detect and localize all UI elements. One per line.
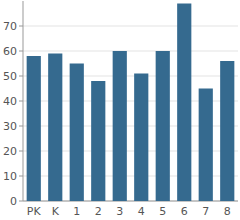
tick-mark [19,201,23,202]
category-label: 2 [95,205,102,218]
category-label: PK [27,205,42,218]
tick-mark [19,51,23,52]
tick-mark [19,176,23,177]
category-label: 7 [202,205,209,218]
category-label: 5 [159,205,166,218]
chart: 0 10 20 30 40 50 60 70 PK K1 2 3 4 5 6 7 8 [0,0,240,220]
tick-mark [19,76,23,77]
tick-label: 30 [3,120,17,133]
category-label: 6 [181,205,188,218]
tick-label: 60 [3,45,17,58]
bar [177,4,191,202]
tick-label: 0 [10,195,17,208]
tick-mark [19,101,23,102]
y-axis [23,1,24,201]
bar [199,89,213,202]
bar [48,54,62,202]
category-label: 3 [116,205,123,218]
category-label: 8 [224,205,231,218]
bar [91,81,105,201]
tick-label: 10 [3,170,17,183]
bar [113,51,127,201]
tick-label: 70 [3,20,17,33]
bars [27,4,235,202]
tick-label: 50 [3,70,17,83]
tick-mark [19,126,23,127]
category-label: 1 [73,205,80,218]
chart-container: 0 10 20 30 40 50 60 70 PK K1 2 3 4 5 6 7 8 [0,0,240,220]
grid-line [23,51,238,52]
category-label: K [52,205,60,218]
tick-mark [19,151,23,152]
tick-mark [19,26,23,27]
grid-line [23,26,238,27]
bar [156,51,170,201]
bar [134,74,148,202]
bar [70,64,84,202]
tick-label: 40 [3,95,17,108]
bar [27,56,41,201]
category-label: 4 [138,205,145,218]
tick-label: 20 [3,145,17,158]
bar [220,61,234,201]
